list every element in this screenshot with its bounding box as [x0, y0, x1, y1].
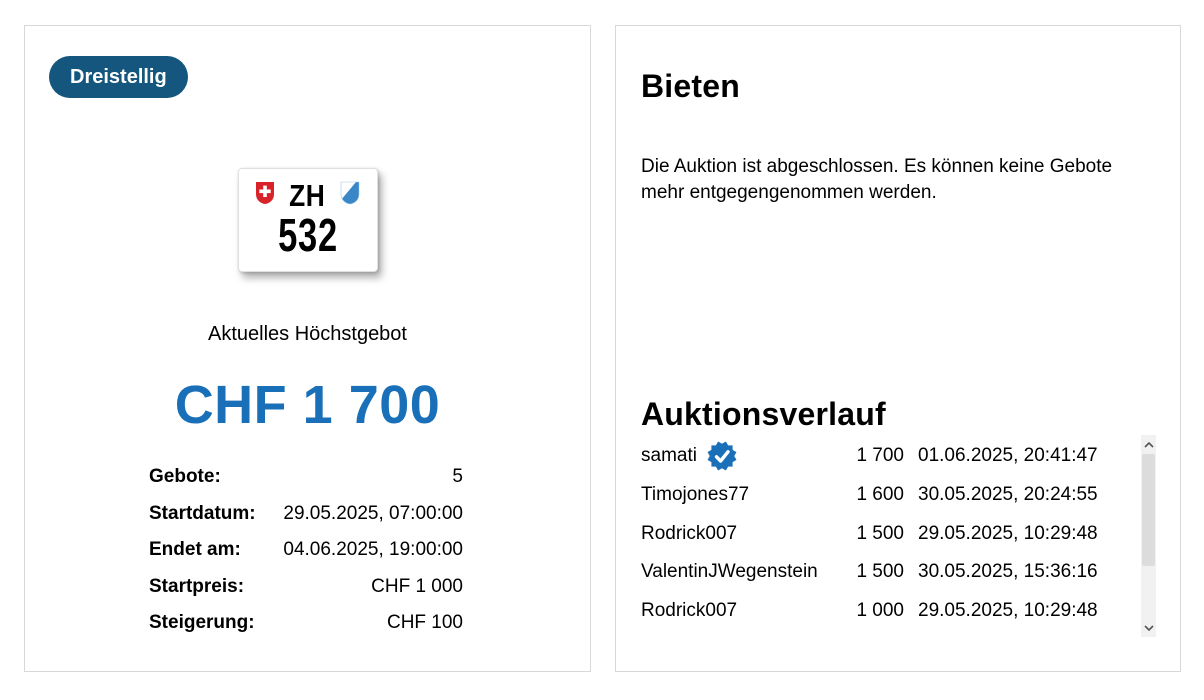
- bidder-name: ValentinJWegenstein: [641, 561, 818, 583]
- bidder-name: Timojones77: [641, 484, 750, 506]
- detail-row-startdatum: Startdatum: 29.05.2025, 07:00:00: [149, 496, 463, 533]
- bidder-cell: Timojones77: [641, 484, 834, 506]
- category-badge: Dreistellig: [49, 56, 188, 98]
- bid-history-list[interactable]: samati 1 700 01.06.2025, 20:41:47 Timojo…: [641, 434, 1156, 638]
- detail-label: Gebote:: [149, 466, 221, 488]
- detail-value: 5: [452, 466, 463, 488]
- bidder-cell: Rodrick007: [641, 600, 834, 622]
- bid-amount: 1 000: [856, 600, 904, 622]
- highest-bid-value: CHF 1 700: [174, 375, 441, 435]
- bid-row: samati 1 700 01.06.2025, 20:41:47: [641, 437, 1156, 476]
- bid-amount: 1 600: [856, 484, 904, 506]
- detail-value: 29.05.2025, 07:00:00: [283, 502, 463, 524]
- bid-datetime: 29.05.2025, 10:29:48: [918, 522, 1098, 544]
- bid-datetime: 30.05.2025, 20:24:55: [918, 484, 1098, 506]
- scroll-up-icon[interactable]: [1141, 437, 1156, 452]
- detail-label: Steigerung:: [149, 612, 255, 634]
- detail-label: Startdatum:: [149, 502, 256, 524]
- plate-canton-code: ZH: [289, 178, 326, 213]
- auction-details-table: Gebote: 5 Startdatum: 29.05.2025, 07:00:…: [149, 459, 463, 642]
- bid-row: Rodrick007 1 500 29.05.2025, 10:29:48: [641, 514, 1156, 553]
- bid-datetime: 01.06.2025, 20:41:47: [918, 445, 1098, 467]
- bidder-cell: Rodrick007: [641, 523, 834, 545]
- bidder-name: samati: [641, 445, 697, 467]
- bid-row: ValentinJWegenstein 1 500 30.05.2025, 15…: [641, 553, 1156, 592]
- scrollbar-thumb[interactable]: [1142, 454, 1155, 566]
- bidder-cell: samati: [641, 441, 834, 471]
- auction-closed-message: Die Auktion ist abgeschlossen. Es können…: [641, 156, 1113, 203]
- plate-number: 532: [277, 209, 338, 261]
- detail-value: CHF 1 000: [371, 575, 463, 597]
- bid-datetime: 29.05.2025, 10:29:48: [918, 600, 1098, 622]
- bid-row: Rodrick007 1 000 29.05.2025, 10:29:48: [641, 592, 1156, 631]
- swiss-cross-shield-icon: [255, 181, 275, 210]
- detail-label: Endet am:: [149, 539, 241, 561]
- bidder-cell: ValentinJWegenstein: [641, 561, 834, 583]
- detail-row-endet-am: Endet am: 04.06.2025, 19:00:00: [149, 532, 463, 569]
- auction-history-title: Auktionsverlauf: [641, 396, 886, 432]
- bid-datetime: 30.05.2025, 15:36:16: [918, 561, 1098, 583]
- bid-amount: 1 700: [856, 445, 904, 467]
- highest-bid-label: Aktuelles Höchstgebot: [207, 323, 407, 345]
- license-plate-image: ZH 532: [237, 168, 378, 272]
- detail-row-steigerung: Steigerung: CHF 100: [149, 605, 463, 642]
- detail-value: 04.06.2025, 19:00:00: [283, 539, 463, 561]
- bid-row: Timojones77 1 600 30.05.2025, 20:24:55: [641, 476, 1156, 515]
- detail-value: CHF 100: [386, 612, 463, 634]
- bid-amount: 1 500: [856, 522, 904, 544]
- bid-amount: 1 500: [856, 561, 904, 583]
- detail-row-gebote: Gebote: 5: [149, 459, 463, 496]
- license-plate-top-row: ZH: [239, 180, 377, 211]
- bidder-name: Rodrick007: [641, 522, 738, 544]
- scroll-down-icon[interactable]: [1141, 620, 1156, 635]
- bidding-section-title: Bieten: [641, 68, 740, 104]
- bidding-card: Bieten Die Auktion ist abgeschlossen. Es…: [615, 25, 1181, 672]
- scrollbar[interactable]: [1141, 435, 1156, 637]
- bidder-name: Rodrick007: [641, 600, 738, 622]
- auction-summary-card: Dreistellig ZH: [24, 25, 591, 672]
- zurich-canton-shield-icon: [340, 181, 360, 210]
- verified-badge-icon: [707, 441, 737, 471]
- detail-row-startpreis: Startpreis: CHF 1 000: [149, 569, 463, 606]
- detail-label: Startpreis:: [149, 575, 245, 597]
